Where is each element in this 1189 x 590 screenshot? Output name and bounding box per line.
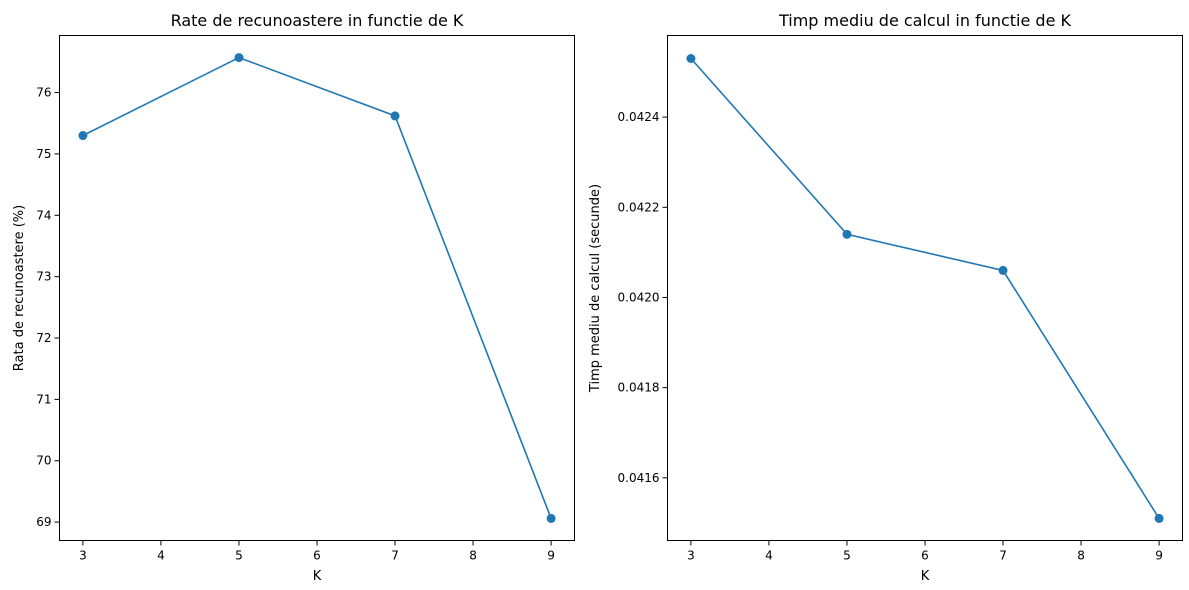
y-tick-label: 76 (36, 86, 51, 100)
x-tick-label: 8 (469, 549, 477, 563)
x-tick-label: 9 (1155, 549, 1163, 563)
x-tick-label: 7 (999, 549, 1007, 563)
y-tick-label: 0.0422 (618, 200, 660, 214)
chart-title: Timp mediu de calcul in functie de K (778, 11, 1072, 30)
x-tick-label: 5 (843, 549, 851, 563)
y-axis: 0.0416 0.0418 0.0420 0.0422 0.0424 (618, 110, 668, 485)
series-group (686, 53, 1164, 523)
y-tick-label: 70 (36, 454, 51, 468)
x-tick-label: 8 (1077, 549, 1085, 563)
x-tick-label: 6 (313, 549, 321, 563)
y-tick-label: 73 (36, 270, 51, 284)
y-tick-label: 0.0420 (618, 290, 660, 304)
plot-frame (59, 35, 575, 541)
x-axis-label: K (313, 569, 322, 584)
x-axis: 3 4 5 6 7 8 9 (79, 540, 555, 563)
y-tick-label: 0.0416 (618, 471, 660, 485)
data-point (78, 131, 88, 141)
x-tick-label: 5 (235, 549, 243, 563)
y-axis: 69 70 71 72 73 74 75 76 (36, 86, 60, 529)
compute-time-chart: Timp mediu de calcul in functie de K K T… (588, 11, 1183, 584)
y-tick-label: 0.0418 (618, 381, 660, 395)
x-tick-label: 4 (157, 549, 165, 563)
y-axis-label: Timp mediu de calcul (secunde) (588, 184, 603, 393)
x-axis: 3 4 5 6 7 8 9 (687, 540, 1163, 563)
y-tick-label: 75 (36, 147, 51, 161)
data-point (842, 229, 852, 239)
y-tick-label: 69 (36, 515, 51, 529)
plot-frame (667, 35, 1183, 541)
series-group (78, 53, 556, 523)
y-tick-label: 72 (36, 331, 51, 345)
series-line (82, 56, 552, 519)
x-tick-label: 7 (391, 549, 399, 563)
recognition-rate-chart: Rate de recunoastere in functie de K K R… (12, 11, 575, 584)
x-tick-label: 3 (79, 549, 87, 563)
data-point (1154, 513, 1164, 523)
y-tick-label: 0.0424 (618, 110, 660, 124)
x-tick-label: 3 (687, 549, 695, 563)
x-tick-label: 6 (921, 549, 929, 563)
y-axis-label: Rata de recunoastere (%) (12, 205, 27, 371)
y-tick-label: 74 (36, 208, 51, 222)
data-point (390, 111, 400, 121)
x-tick-label: 9 (547, 549, 555, 563)
x-tick-label: 4 (765, 549, 773, 563)
data-point (686, 53, 696, 63)
data-point (998, 265, 1008, 275)
series-line (690, 57, 1160, 519)
data-point (546, 513, 556, 523)
data-point (234, 53, 244, 63)
chart-title: Rate de recunoastere in functie de K (171, 11, 464, 30)
x-axis-label: K (921, 569, 930, 584)
y-tick-label: 71 (36, 392, 51, 406)
